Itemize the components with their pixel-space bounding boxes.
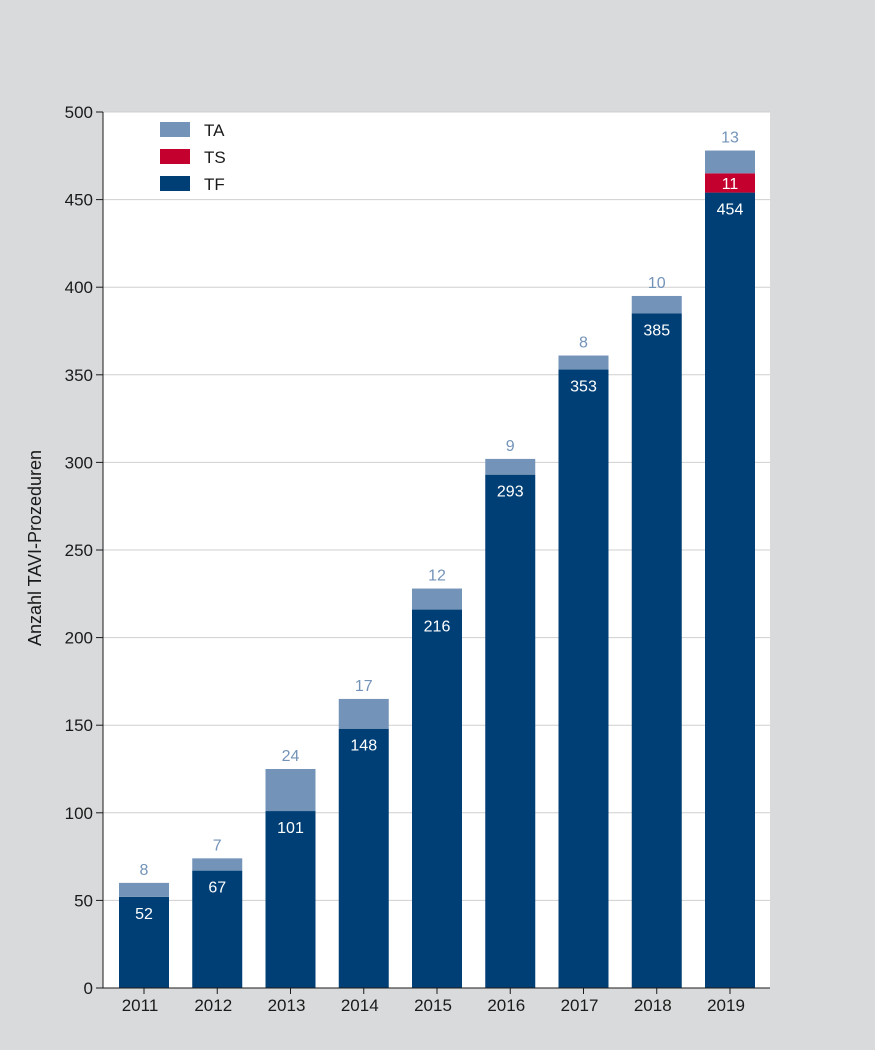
x-tick-label: 2014 bbox=[341, 996, 379, 1015]
bar-segment-tf bbox=[412, 609, 462, 988]
x-tick-label: 2011 bbox=[122, 996, 159, 1015]
y-ticks: 0 50 100 150 200 250 300 350 400 450 500 bbox=[65, 103, 103, 998]
data-label-tf: 454 bbox=[717, 202, 744, 219]
y-tick-label: 450 bbox=[65, 191, 93, 210]
bar-segment-tf bbox=[558, 369, 609, 988]
bar-segment-tf bbox=[338, 728, 389, 988]
y-axis-title: Anzahl TAVI-Prozeduren bbox=[25, 450, 45, 646]
bar-segment-ta bbox=[265, 769, 316, 812]
x-tick-label: 2013 bbox=[268, 996, 306, 1015]
data-label-ta: 13 bbox=[721, 130, 739, 147]
x-tick-label: 2015 bbox=[414, 996, 452, 1015]
bar-segment-tf bbox=[705, 192, 755, 989]
legend-label-ts: TS bbox=[204, 148, 226, 167]
bars: 52 8 67 7 101 24 148 17 216 12 293 9 353 8 385 10 454 11 1… bbox=[119, 130, 755, 989]
legend-swatch-ta bbox=[160, 122, 190, 137]
y-tick-label: 300 bbox=[65, 453, 93, 472]
y-tick-label: 0 bbox=[84, 979, 93, 998]
x-tick-label: 2017 bbox=[561, 996, 599, 1015]
data-label-ts: 11 bbox=[722, 176, 739, 193]
bar-segment-tf bbox=[265, 811, 316, 988]
data-label-tf: 216 bbox=[424, 619, 451, 636]
y-tick-label: 400 bbox=[65, 278, 93, 297]
y-tick-label: 350 bbox=[65, 366, 93, 385]
x-tick-label: 2016 bbox=[487, 996, 525, 1015]
bar-segment-ta bbox=[412, 588, 462, 610]
bar-segment-ta bbox=[631, 295, 682, 314]
bar-segment-ta bbox=[558, 355, 609, 370]
bar-segment-tf bbox=[485, 474, 536, 988]
data-label-ta: 8 bbox=[579, 335, 588, 352]
data-label-tf: 52 bbox=[135, 906, 153, 923]
legend-swatch-tf bbox=[160, 176, 190, 191]
data-label-ta: 8 bbox=[140, 862, 149, 879]
x-tick-labels: 2011 2012 2013 2014 2015 2016 2017 2018 2019 bbox=[122, 988, 745, 1015]
data-label-ta: 9 bbox=[506, 438, 515, 455]
bar-segment-ta bbox=[485, 458, 536, 475]
x-tick-label: 2012 bbox=[194, 996, 232, 1015]
x-tick-label: 2018 bbox=[634, 996, 672, 1015]
data-label-ta: 10 bbox=[648, 275, 666, 292]
legend-swatch-ts bbox=[160, 149, 190, 164]
y-tick-label: 150 bbox=[65, 716, 93, 735]
data-label-tf: 293 bbox=[497, 484, 524, 501]
bar-segment-tf bbox=[631, 313, 682, 989]
data-label-ta: 24 bbox=[282, 748, 300, 765]
legend-label-ta: TA bbox=[204, 121, 225, 140]
bar-segment-ts bbox=[705, 173, 755, 193]
x-tick-label: 2019 bbox=[707, 996, 745, 1015]
y-tick-label: 250 bbox=[65, 541, 93, 560]
legend: TA TS TF bbox=[160, 121, 226, 194]
y-tick-label: 50 bbox=[74, 891, 93, 910]
bar-segment-ta bbox=[192, 858, 243, 871]
bar-segment-ta bbox=[119, 882, 169, 897]
data-label-ta: 7 bbox=[213, 837, 222, 854]
y-tick-label: 500 bbox=[65, 103, 93, 122]
bar-segment-ta bbox=[338, 698, 389, 729]
legend-label-tf: TF bbox=[204, 175, 225, 194]
data-label-ta: 17 bbox=[355, 678, 373, 695]
y-tick-label: 200 bbox=[65, 629, 93, 648]
data-label-tf: 101 bbox=[277, 820, 304, 837]
bar-segment-tf bbox=[192, 870, 243, 988]
bar-segment-ta bbox=[705, 150, 755, 174]
data-label-tf: 385 bbox=[643, 322, 670, 339]
y-tick-label: 100 bbox=[65, 804, 93, 823]
data-label-ta: 12 bbox=[428, 568, 446, 585]
bar-segment-tf bbox=[119, 896, 169, 988]
data-label-tf: 67 bbox=[208, 880, 226, 897]
data-label-tf: 353 bbox=[570, 379, 597, 396]
data-label-tf: 148 bbox=[350, 738, 377, 755]
